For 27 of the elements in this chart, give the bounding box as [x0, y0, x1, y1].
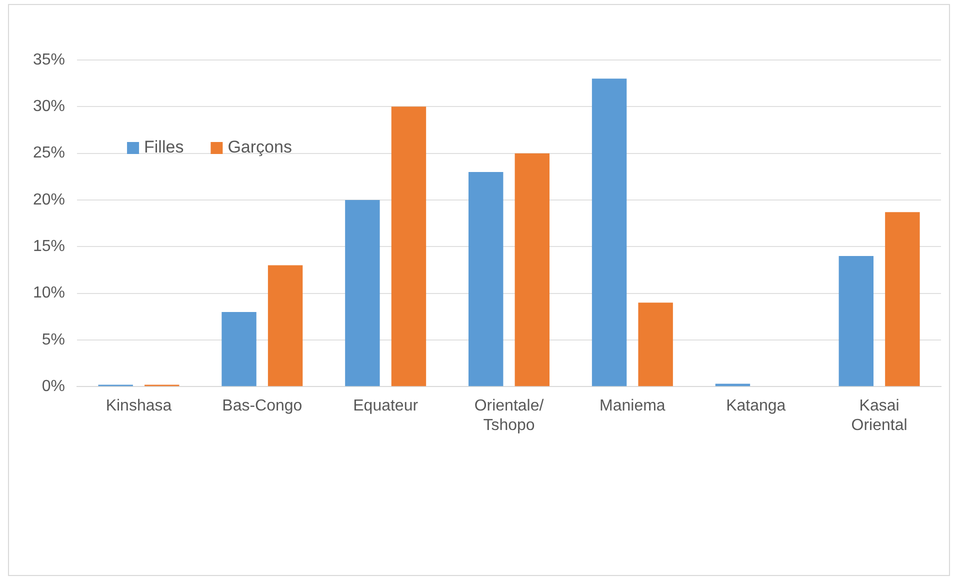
x-tick-label: Equateur — [353, 398, 419, 415]
bar — [638, 302, 673, 386]
legend-label: Filles — [144, 138, 184, 157]
bar — [468, 172, 504, 386]
x-tick-label: Bas-Congo — [222, 398, 302, 415]
bar — [838, 256, 874, 386]
bar — [222, 312, 256, 386]
y-tick-label: 25% — [32, 144, 66, 162]
bar — [592, 78, 627, 386]
legend-label: Garçons — [228, 138, 292, 157]
y-tick-label: 30% — [32, 98, 66, 116]
bar — [345, 200, 380, 386]
x-tick-label: Kinshasa — [106, 398, 172, 415]
y-tick-label: 10% — [32, 284, 66, 302]
bar — [514, 153, 550, 386]
y-tick-label: 20% — [32, 191, 66, 208]
x-tick-label: Katanga — [726, 398, 786, 415]
x-tick-label: Orientale/ Tshopo — [474, 398, 544, 434]
y-tick-label: 15% — [32, 238, 66, 256]
y-tick-label: 35% — [32, 51, 66, 68]
bar — [391, 106, 426, 386]
bar — [885, 212, 920, 386]
y-tick-label: 5% — [42, 331, 66, 348]
x-tick-label: Maniema — [600, 398, 666, 415]
y-tick-label: 0% — [42, 378, 66, 396]
bar — [268, 265, 303, 386]
x-tick-label: Kasai Oriental — [851, 398, 908, 434]
